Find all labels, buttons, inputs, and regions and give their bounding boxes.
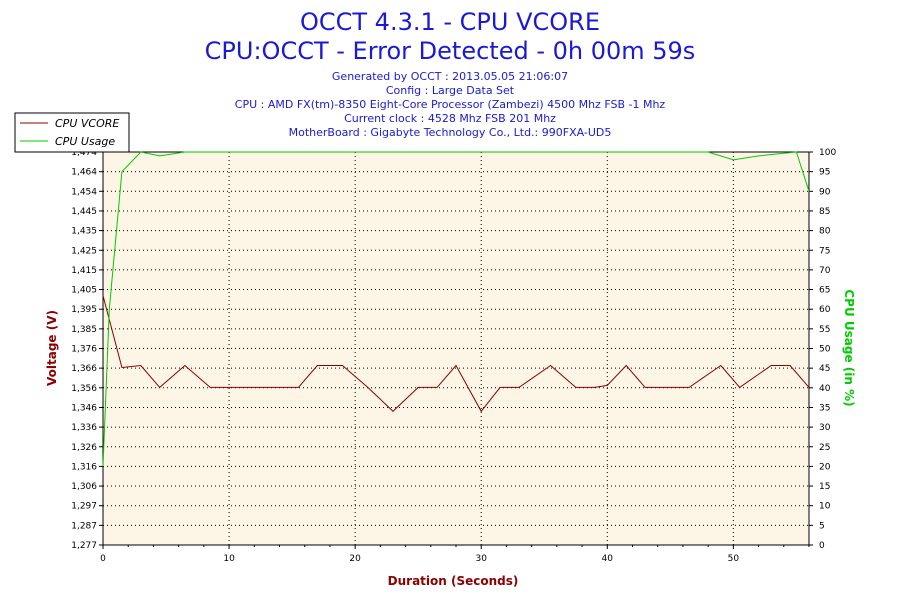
- series-line-cpu-usage: [102, 151, 810, 467]
- y2-tick-label: 5: [819, 521, 825, 531]
- y-tick-label: 1,385: [71, 325, 97, 335]
- y2-tick-label: 45: [819, 364, 830, 374]
- y2-tick-label: 100: [819, 148, 836, 158]
- y-tick-label: 1,297: [71, 502, 97, 512]
- y-tick-label: 1,316: [71, 462, 97, 472]
- x-tick-label: 40: [602, 554, 614, 564]
- y-tick-label: 1,395: [71, 305, 97, 315]
- subtitle-cpu: CPU : AMD FX(tm)-8350 Eight-Core Process…: [235, 98, 666, 111]
- subtitle-motherboard: MotherBoard : Gigabyte Technology Co., L…: [289, 126, 612, 139]
- y2-axis-label: CPU Usage (in %): [842, 289, 856, 406]
- legend-label-vcore: CPU VCORE: [55, 117, 119, 130]
- y2-tick-label: 80: [819, 227, 831, 237]
- y-tick-label: 1,277: [71, 541, 97, 551]
- y2-tick-label: 90: [819, 187, 831, 197]
- legend-box: [14, 112, 130, 153]
- subtitle-clock: Current clock : 4528 Mhz FSB 201 Mhz: [344, 112, 556, 125]
- x-axis-ticks: 0 10 20 30 40 50: [100, 545, 810, 564]
- y2-tick-label: 50: [819, 345, 831, 355]
- y-axis-ticks: 1,277 1,287 1,297 1,306 1,316 1,326 1,336 1,346…: [71, 148, 103, 551]
- y-tick-label: 1,425: [71, 246, 97, 256]
- y-tick-label: 1,415: [71, 266, 97, 276]
- y-tick-label: 1,336: [71, 423, 97, 433]
- y2-tick-label: 75: [819, 246, 830, 256]
- y-tick-label: 1,326: [71, 443, 97, 453]
- y-tick-label: 1,356: [71, 384, 97, 394]
- y2-tick-label: 25: [819, 443, 830, 453]
- y-tick-label: 1,454: [71, 187, 97, 197]
- y2-tick-label: 10: [819, 502, 831, 512]
- x-tick-label: 20: [349, 554, 361, 564]
- x-tick-label: 30: [475, 554, 487, 564]
- y2-axis-ticks: 0 5 10 15 20 25 30 35 40 45 50 55 60 65 70 75 80 85 90 95 10…: [809, 148, 836, 551]
- y2-tick-label: 60: [819, 305, 831, 315]
- y2-tick-label: 85: [819, 207, 830, 217]
- chart-title-2: CPU:OCCT - Error Detected - 0h 00m 59s: [205, 37, 696, 65]
- y2-tick-label: 20: [819, 462, 831, 472]
- x-tick-label: 50: [728, 554, 740, 564]
- y-axis-label: Voltage (V): [45, 310, 59, 386]
- y2-tick-label: 15: [819, 482, 830, 492]
- y-tick-label: 1,474: [71, 148, 97, 158]
- subtitle-generated: Generated by OCCT : 2013.05.05 21:06:07: [332, 70, 568, 83]
- y-tick-label: 1,306: [71, 482, 97, 492]
- x-tick-label: 10: [223, 554, 235, 564]
- subtitle-config: Config : Large Data Set: [386, 84, 515, 97]
- legend: CPU VCORE CPU Usage: [14, 112, 130, 153]
- y-tick-label: 1,376: [71, 345, 97, 355]
- y2-tick-label: 40: [819, 384, 831, 394]
- x-tick-label: 0: [100, 554, 106, 564]
- y-tick-label: 1,445: [71, 207, 97, 217]
- y2-tick-label: 70: [819, 266, 831, 276]
- y-tick-label: 1,346: [71, 403, 97, 413]
- y-tick-label: 1,435: [71, 227, 97, 237]
- x-axis-label: Duration (Seconds): [388, 574, 519, 588]
- y-tick-label: 1,405: [71, 286, 97, 296]
- y2-tick-label: 30: [819, 423, 831, 433]
- y2-tick-label: 65: [819, 286, 830, 296]
- y-tick-label: 1,287: [71, 521, 97, 531]
- series-lines: [102, 151, 810, 467]
- y2-tick-label: 35: [819, 403, 830, 413]
- y2-tick-label: 55: [819, 325, 830, 335]
- y-tick-label: 1,366: [71, 364, 97, 374]
- y2-tick-label: 95: [819, 168, 830, 178]
- y2-tick-label: 0: [819, 541, 825, 551]
- series-line-cpu-vcore: [102, 295, 810, 413]
- y-tick-label: 1,464: [71, 168, 97, 178]
- chart-title: OCCT 4.3.1 - CPU VCORE: [300, 8, 600, 36]
- legend-label-usage: CPU Usage: [55, 135, 115, 148]
- grid: [103, 152, 809, 545]
